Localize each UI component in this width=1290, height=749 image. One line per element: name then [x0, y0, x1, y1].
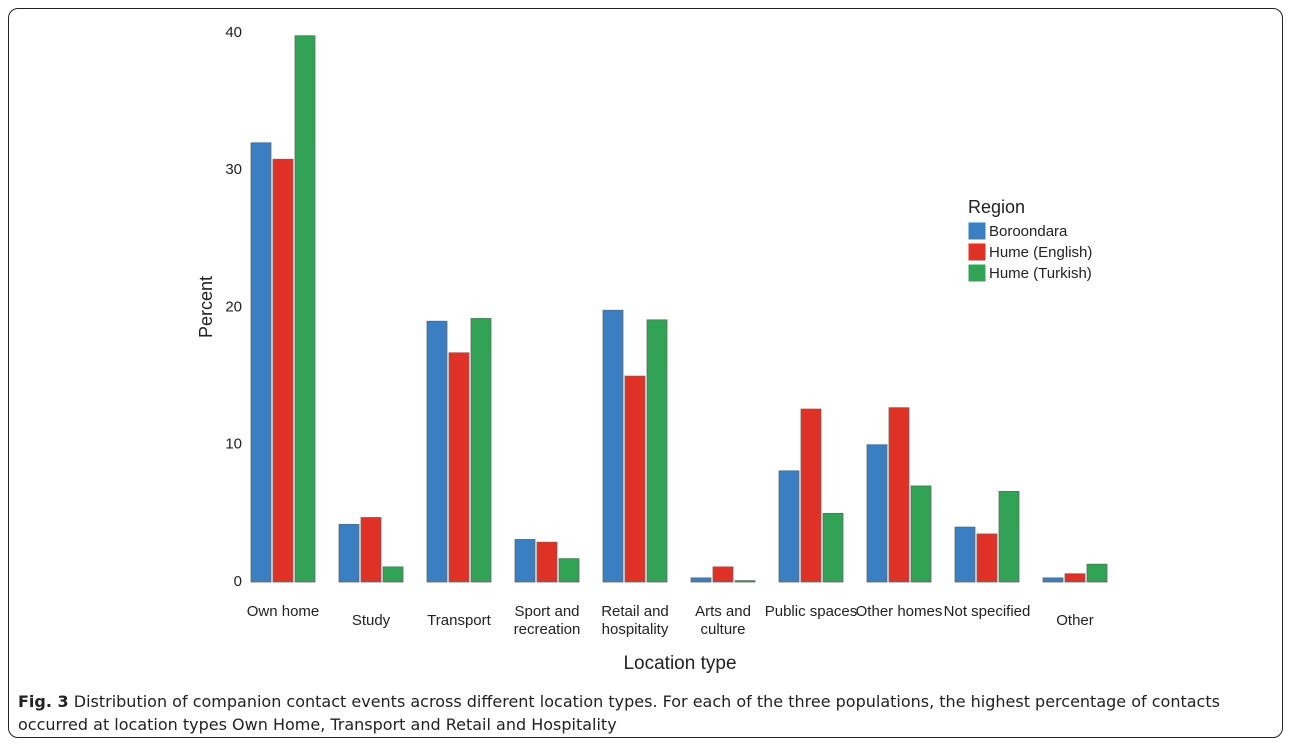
x-tick-label-box: Own home [246, 603, 320, 620]
y-tick-label: 20 [225, 298, 242, 315]
x-tick-label: Public spaces [764, 603, 858, 620]
bar [250, 142, 272, 583]
bar [448, 352, 470, 583]
bar [800, 408, 822, 583]
bar [294, 35, 316, 583]
bar [470, 318, 492, 583]
bar [382, 566, 404, 583]
bar [338, 523, 360, 583]
bar [514, 539, 536, 583]
y-axis-title: Percent [196, 276, 216, 338]
figure-frame [8, 8, 1283, 738]
x-tick-label: Transport [427, 612, 491, 629]
legend-swatch [967, 221, 987, 241]
x-tick-label-box: Retail and hospitality [601, 603, 669, 638]
bar [998, 491, 1020, 583]
x-tick-label: Sport and recreation [513, 603, 581, 638]
caption: Fig. 3 Distribution of companion contact… [18, 690, 1268, 736]
caption-text: Distribution of companion contact events… [18, 692, 1220, 734]
bar [1042, 577, 1064, 583]
bar [910, 485, 932, 583]
x-tick-label: Own home [246, 603, 320, 620]
x-tick-label: Study [351, 612, 391, 629]
x-tick-label-box: Study [351, 612, 391, 629]
legend-swatch [967, 263, 987, 283]
bar [822, 512, 844, 583]
x-tick-label: Retail and hospitality [601, 603, 669, 638]
bar [690, 577, 712, 583]
bar [1086, 563, 1108, 583]
bar [426, 320, 448, 583]
y-tick-label: 10 [225, 436, 242, 453]
bar [558, 558, 580, 583]
x-tick-label: Arts and culture [695, 603, 751, 638]
x-tick-label-box: Arts and culture [695, 603, 751, 638]
bar [778, 470, 800, 583]
x-tick-label-box: Transport [427, 612, 491, 629]
chart: Percent Location type Region 0 10 20 30 40 Ow… [196, 24, 1108, 674]
x-tick-label-box: Sport and recreation [513, 603, 581, 638]
x-axis-title: Location type [623, 653, 736, 674]
x-tick-label: Other [1056, 612, 1094, 629]
bar [646, 319, 668, 583]
bar [536, 541, 558, 583]
y-tick-label: 0 [234, 573, 242, 590]
x-tick-label-box: Public spaces [764, 603, 858, 620]
legend-title: Region [968, 197, 1025, 217]
bar [624, 375, 646, 583]
bar [1064, 573, 1086, 583]
bar [360, 517, 382, 583]
y-tick-label: 40 [225, 24, 242, 41]
bar [602, 309, 624, 583]
x-tick-label-box: Other [1056, 612, 1094, 629]
x-tick-label: Not specified [943, 603, 1031, 620]
bar [976, 533, 998, 583]
x-tick-label-box: Not specified [943, 603, 1031, 620]
bar [866, 444, 888, 583]
bar [734, 580, 756, 583]
bar [712, 566, 734, 583]
bar [888, 407, 910, 583]
legend-label: Hume (Turkish) [989, 265, 1092, 282]
bar [954, 526, 976, 583]
y-tick-label: 30 [225, 161, 242, 178]
bar [272, 158, 294, 583]
legend-label: Hume (English) [989, 244, 1092, 261]
x-tick-label-box: Other homes [855, 603, 943, 620]
caption-label: Fig. 3 [18, 692, 69, 711]
x-tick-label: Other homes [855, 603, 943, 620]
legend-swatch [967, 242, 987, 262]
legend-label: Boroondara [989, 223, 1068, 240]
